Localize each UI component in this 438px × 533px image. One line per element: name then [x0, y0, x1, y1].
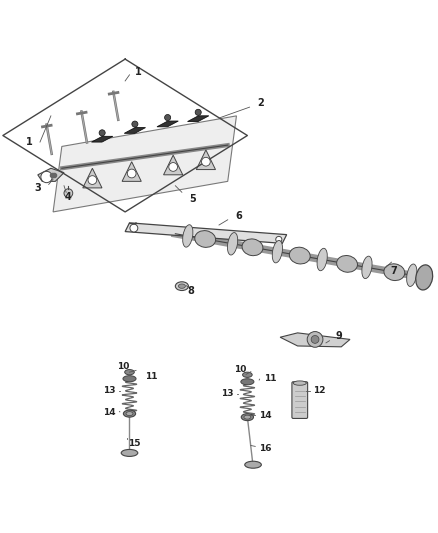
Circle shape — [307, 332, 323, 348]
Polygon shape — [38, 168, 64, 181]
Circle shape — [132, 121, 138, 127]
Text: 2: 2 — [257, 98, 264, 108]
Ellipse shape — [272, 240, 283, 263]
Ellipse shape — [242, 239, 263, 256]
Circle shape — [64, 189, 73, 198]
Polygon shape — [124, 127, 145, 133]
Text: 7: 7 — [390, 266, 397, 276]
Text: 12: 12 — [313, 386, 326, 395]
Ellipse shape — [124, 410, 136, 417]
Text: 15: 15 — [127, 439, 140, 448]
Polygon shape — [280, 333, 350, 347]
Text: 1: 1 — [26, 137, 32, 147]
Circle shape — [169, 163, 177, 171]
Ellipse shape — [384, 264, 405, 280]
Ellipse shape — [362, 256, 372, 279]
Circle shape — [165, 115, 171, 120]
Ellipse shape — [406, 264, 417, 286]
Ellipse shape — [126, 411, 133, 416]
Text: 16: 16 — [258, 444, 271, 453]
Text: 14: 14 — [102, 408, 115, 417]
Polygon shape — [53, 116, 237, 212]
Text: 8: 8 — [187, 286, 194, 295]
FancyBboxPatch shape — [292, 382, 307, 418]
Ellipse shape — [244, 415, 251, 419]
Polygon shape — [92, 136, 113, 142]
Text: 9: 9 — [336, 332, 343, 341]
Text: 13: 13 — [103, 386, 115, 395]
Polygon shape — [83, 168, 102, 188]
Polygon shape — [163, 155, 183, 175]
Polygon shape — [196, 150, 215, 169]
Ellipse shape — [245, 461, 261, 468]
Polygon shape — [125, 223, 287, 244]
Text: 13: 13 — [221, 390, 233, 399]
Circle shape — [88, 176, 97, 184]
Ellipse shape — [195, 231, 215, 247]
Ellipse shape — [175, 282, 188, 290]
Ellipse shape — [183, 225, 193, 247]
Ellipse shape — [337, 255, 357, 272]
Circle shape — [99, 130, 105, 136]
Ellipse shape — [243, 372, 252, 377]
Ellipse shape — [241, 414, 254, 421]
Text: 14: 14 — [258, 411, 271, 421]
Ellipse shape — [227, 232, 238, 255]
Text: 11: 11 — [145, 372, 158, 381]
Polygon shape — [122, 161, 141, 181]
Circle shape — [41, 171, 52, 183]
Ellipse shape — [416, 265, 433, 290]
Circle shape — [201, 157, 210, 166]
Text: 11: 11 — [264, 374, 277, 383]
Ellipse shape — [178, 284, 185, 288]
Ellipse shape — [293, 381, 306, 385]
Ellipse shape — [125, 369, 134, 375]
Circle shape — [276, 236, 282, 243]
Polygon shape — [187, 116, 209, 122]
Ellipse shape — [317, 248, 327, 271]
Ellipse shape — [123, 376, 136, 382]
Ellipse shape — [290, 247, 310, 264]
Text: 3: 3 — [35, 183, 41, 193]
Text: 6: 6 — [235, 211, 242, 221]
Ellipse shape — [241, 379, 254, 385]
Text: 10: 10 — [117, 362, 129, 372]
Ellipse shape — [121, 449, 138, 456]
Circle shape — [311, 335, 319, 343]
Circle shape — [127, 169, 136, 178]
Polygon shape — [157, 121, 178, 127]
Text: 1: 1 — [135, 67, 141, 77]
Text: 10: 10 — [234, 365, 246, 374]
Text: 4: 4 — [65, 192, 72, 201]
Circle shape — [195, 109, 201, 115]
Text: 5: 5 — [189, 194, 196, 204]
Circle shape — [130, 224, 138, 232]
